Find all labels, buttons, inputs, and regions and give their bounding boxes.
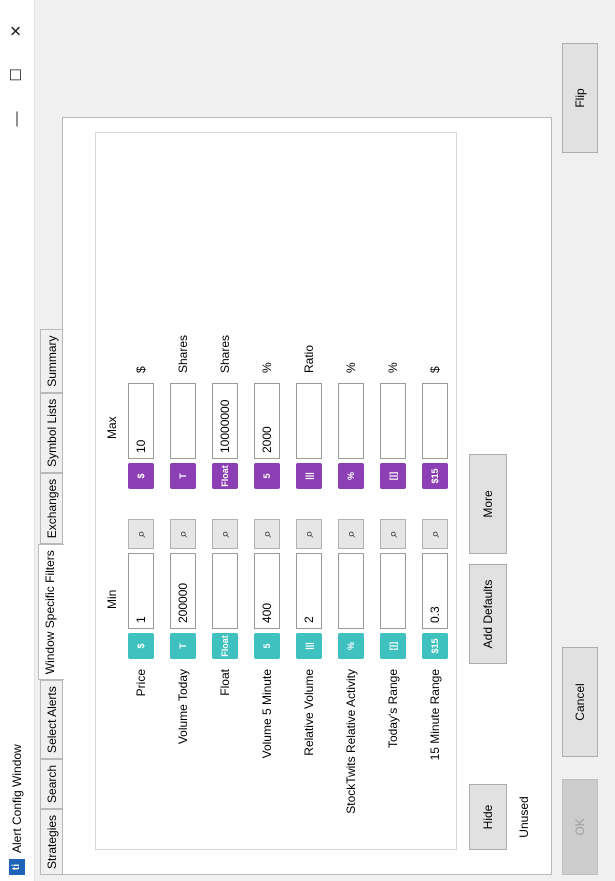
filter-label: Relative Volume [302,669,316,756]
window-title: Alert Config Window [10,744,24,853]
max-value-field[interactable]: 10 [128,383,154,459]
max-column-header: Max [105,416,119,439]
hide-unused-button[interactable]: Hide Unused [469,784,531,850]
unit-label: $ [428,366,442,373]
search-icon[interactable]: ⌕ [254,519,280,549]
filter-row: Price $1 ⌕ $10 $ [126,149,156,849]
min-value-field[interactable] [380,553,406,629]
filter-label: Volume Today [176,669,190,745]
filter-row: Today's Range [|] ⌕ [|]% [378,149,408,849]
filter-row: Volume Today T 200000 ⌕ T Shares [168,149,198,849]
tab-symbol-lists[interactable]: Symbol Lists [40,392,63,473]
filter-label: Price [134,669,148,697]
filter-min-icon[interactable]: $15 [422,633,448,659]
filter-min-icon[interactable]: $ [128,633,154,659]
filter-min-icon[interactable]: % [338,633,364,659]
close-icon[interactable]: ✕ [8,24,25,38]
tab-strategies[interactable]: Strategies [40,808,63,875]
max-value-field[interactable]: 10000000 [212,383,238,459]
filter-min-icon[interactable]: T [170,633,196,659]
min-column-header: Min [105,589,119,609]
unit-label: $ [134,366,148,373]
filter-row: Relative Volume ||| 2 ⌕ ||| Ratio [294,149,324,849]
tab-window-specific-filters[interactable]: Window Specific Filters [38,544,64,681]
min-value-field[interactable]: 200000 [170,553,196,629]
cancel-button[interactable]: Cancel [562,647,598,757]
minimize-icon[interactable]: — [8,111,25,127]
search-icon[interactable]: ⌕ [296,519,322,549]
filter-max-icon[interactable]: T [170,463,196,489]
filter-row: StockTwits Relative Activity% ⌕%% [336,149,366,849]
ok-button[interactable]: OK [562,779,598,875]
max-value-field[interactable] [296,383,322,459]
filter-min-icon[interactable]: Float [212,633,238,659]
search-icon[interactable]: ⌕ [422,519,448,549]
filter-max-icon[interactable]: $15 [422,463,448,489]
tab-select-alerts[interactable]: Select Alerts [40,680,63,759]
app-icon: ti [9,859,25,875]
max-value-field[interactable] [422,383,448,459]
filter-max-icon[interactable]: 5 [254,463,280,489]
min-value-field[interactable]: 400 [254,553,280,629]
title-bar: ti Alert Config Window — ☐ ✕ [0,0,35,881]
min-value-field[interactable]: 2 [296,553,322,629]
tab-summary[interactable]: Summary [40,329,63,393]
filter-label: Volume 5 Minute [260,669,274,759]
filter-max-icon[interactable]: % [338,463,364,489]
unit-label: % [260,362,274,373]
more-button[interactable]: More [469,454,507,554]
filter-min-icon[interactable]: 5 [254,633,280,659]
filters-panel: Min Max Price $1 ⌕ $10 $ Volume Today T 200000 ⌕… [62,117,552,875]
filter-max-icon[interactable]: Float [212,463,238,489]
tab-search[interactable]: Search [40,758,63,809]
unit-label: Shares [176,334,190,373]
filters-scroll-area: Min Max Price $1 ⌕ $10 $ Volume Today T 200000 ⌕… [95,132,457,850]
flip-button[interactable]: Flip [562,43,598,153]
filter-label: Today's Range [386,669,400,749]
add-defaults-button[interactable]: Add Defaults [469,564,507,664]
filter-max-icon[interactable]: $ [128,463,154,489]
tab-exchanges[interactable]: Exchanges [40,472,63,545]
filter-label: StockTwits Relative Activity [344,669,358,814]
search-icon[interactable]: ⌕ [128,519,154,549]
unit-label: % [386,362,400,373]
search-icon[interactable]: ⌕ [380,519,406,549]
search-icon[interactable]: ⌕ [338,519,364,549]
filter-label: Float [218,669,232,696]
min-value-field[interactable] [338,553,364,629]
unit-label: Ratio [302,344,316,373]
search-icon[interactable]: ⌕ [212,519,238,549]
filter-min-icon[interactable]: ||| [296,633,322,659]
filter-min-icon[interactable]: [|] [380,633,406,659]
filter-max-icon[interactable]: [|] [380,463,406,489]
max-value-field[interactable] [170,383,196,459]
tab-strip: Strategies Search Select Alerts Window S… [38,329,64,875]
unit-label: % [344,362,358,373]
min-value-field[interactable]: 1 [128,553,154,629]
search-icon[interactable]: ⌕ [170,519,196,549]
max-value-field[interactable] [338,383,364,459]
min-value-field[interactable]: 0.3 [422,553,448,629]
filter-row: 15 Minute Range $15 0.3 ⌕ $15 $ [420,149,450,849]
maximize-icon[interactable]: ☐ [8,68,25,82]
filter-row: Volume 5 Minute 5 400 ⌕ 5 2000% [252,149,282,849]
filter-max-icon[interactable]: ||| [296,463,322,489]
filter-label: 15 Minute Range [428,669,442,761]
max-value-field[interactable]: 2000 [254,383,280,459]
unit-label: Shares [218,334,232,373]
max-value-field[interactable] [380,383,406,459]
min-value-field[interactable] [212,553,238,629]
filter-row: Float Float ⌕ Float 10000000 Shares [210,149,240,849]
